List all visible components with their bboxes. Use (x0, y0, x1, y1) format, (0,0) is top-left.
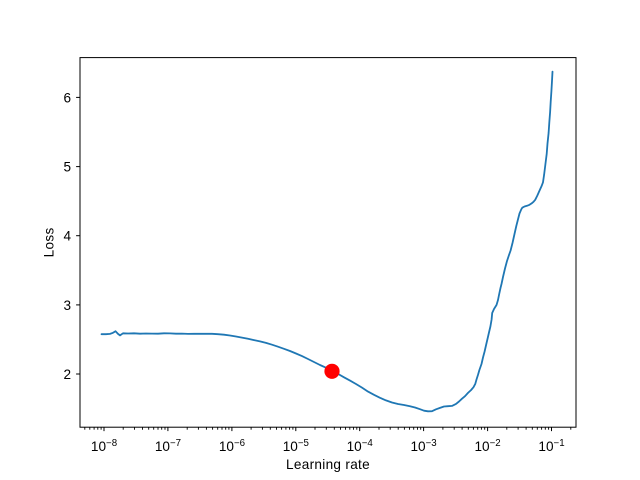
svg-text:6: 6 (63, 90, 71, 105)
svg-text:Loss: Loss (42, 227, 57, 257)
svg-text:2: 2 (63, 367, 71, 382)
svg-text:Learning rate: Learning rate (286, 457, 370, 472)
svg-text:3: 3 (63, 298, 71, 313)
svg-text:4: 4 (63, 229, 71, 244)
svg-text:5: 5 (63, 160, 71, 175)
